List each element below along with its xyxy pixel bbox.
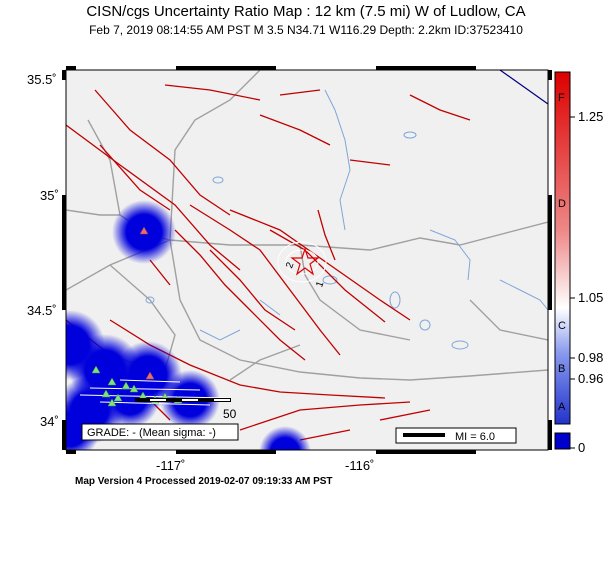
station-triangle-icon <box>129 384 139 393</box>
lat-label: 35˚ <box>40 188 59 203</box>
station-triangle-icon <box>107 377 117 386</box>
grade-text: GRADE: - (Mean sigma: -) <box>87 427 216 439</box>
epicenter-star-icon <box>290 247 320 276</box>
uncertainty-contours <box>277 241 327 283</box>
lat-label: 35.5˚ <box>27 72 57 87</box>
station-triangle-icon <box>145 371 155 380</box>
grade-box <box>81 423 239 441</box>
station-triangle-icon <box>139 226 149 235</box>
uncertainty-blobs <box>66 200 311 450</box>
colorbar-tick: 0 <box>578 440 586 455</box>
scale-bar <box>135 398 231 402</box>
lon-label: -117˚ <box>156 458 186 473</box>
mi-text: MI = 6.0 <box>455 431 495 443</box>
event-subtitle: Feb 7, 2019 08:14:55 AM PST M 3.5 N34.71… <box>89 23 523 37</box>
scale-label: 50 <box>223 407 237 421</box>
grade-letter: F <box>558 92 565 104</box>
lat-label: 34.5˚ <box>27 303 57 318</box>
lat-label: 34˚ <box>40 414 59 429</box>
colorbar <box>554 71 571 425</box>
lon-label: -116˚ <box>345 458 375 473</box>
mi-box <box>395 427 517 444</box>
station-triangle-icon <box>121 381 131 390</box>
station-triangle-icon <box>91 365 101 374</box>
colorbar-zero-swatch <box>554 432 571 450</box>
grade-letter: D <box>558 198 566 210</box>
colorbar-tick: 1.25 <box>578 109 604 124</box>
station-triangle-icon <box>113 393 123 402</box>
frame-ticks <box>62 66 552 454</box>
colorbar-tick: 0.96 <box>578 371 604 386</box>
map-title: CISN/cgs Uncertainty Ratio Map : 12 km (… <box>86 3 526 20</box>
contour-label: 2 <box>284 260 296 269</box>
grade-letter: B <box>558 363 566 375</box>
grade-letter: A <box>558 401 566 413</box>
water-features <box>145 89 548 350</box>
station-triangle-icon <box>101 389 111 398</box>
grade-letter: C <box>558 320 566 332</box>
station-triangle-icon <box>107 398 117 407</box>
processing-footer: Map Version 4 Processed 2019-02-07 09:19… <box>75 476 333 487</box>
colorbar-tick: 1.05 <box>578 290 604 305</box>
colorbar-tick: 0.98 <box>578 350 604 365</box>
contour-label: 1 <box>314 279 326 288</box>
